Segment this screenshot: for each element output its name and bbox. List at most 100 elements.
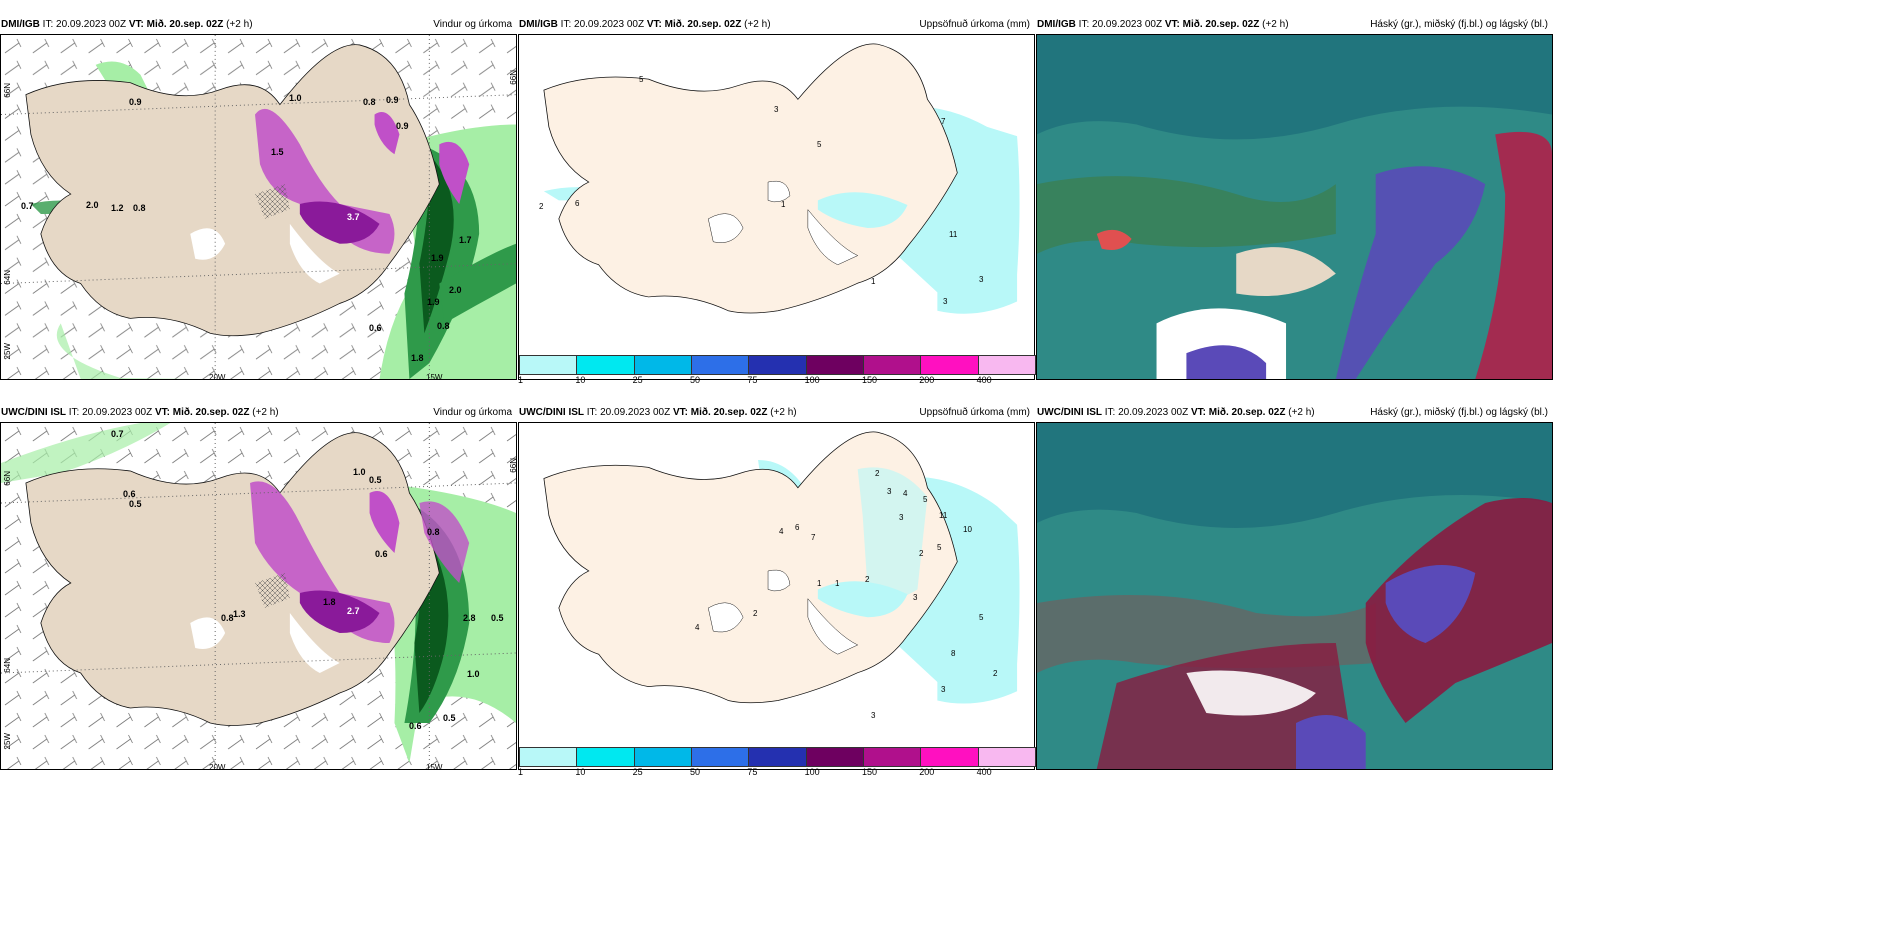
value-label: 3 xyxy=(887,487,892,496)
value-label: 5 xyxy=(817,140,822,149)
colorbar-segment: 200 xyxy=(919,747,978,777)
latitude-label: 64N xyxy=(3,658,12,673)
value-label: 7 xyxy=(941,117,946,126)
forecast-offset: (+2 h) xyxy=(744,18,771,30)
valid-time: VT: Mið. 20.sep. 02Z xyxy=(672,406,768,418)
value-label: 4 xyxy=(903,489,908,498)
cloud-cover-map xyxy=(1037,35,1552,379)
longitude-label: 25W xyxy=(3,733,12,750)
value-label: 0.7 xyxy=(21,201,34,211)
value-label: 1 xyxy=(817,579,822,588)
colorbar-segment: 1 xyxy=(518,355,577,385)
longitude-label: 15W xyxy=(426,373,443,382)
value-label: 2 xyxy=(993,669,998,678)
value-label: 5 xyxy=(979,613,984,622)
latitude-label: 66N xyxy=(3,471,12,486)
value-label: 5 xyxy=(923,495,928,504)
forecast-offset: (+2 h) xyxy=(770,406,797,418)
panel-title: Uppsöfnuð úrkoma (mm) xyxy=(919,18,1030,30)
value-label: 0.8 xyxy=(221,613,234,623)
value-label: 1.7 xyxy=(459,235,472,245)
value-label: 8 xyxy=(951,649,956,658)
value-label: 2.7 xyxy=(347,606,360,616)
value-label: 0.6 xyxy=(409,721,422,731)
latitude-label: 66N xyxy=(509,458,518,473)
value-label: 2 xyxy=(875,469,880,478)
panel-header: DMI/IGB IT: 20.09.2023 00Z VT: Mið. 20.s… xyxy=(1037,15,1552,33)
longitude-label: 20W xyxy=(209,373,226,382)
value-label: 1.9 xyxy=(431,253,444,263)
value-label: 0.5 xyxy=(369,475,382,485)
forecast-offset: (+2 h) xyxy=(1262,18,1289,30)
value-label: 1 xyxy=(835,579,840,588)
latitude-label: 66N xyxy=(509,70,518,85)
value-label: 0.6 xyxy=(123,489,136,499)
value-label: 3 xyxy=(943,297,948,306)
colorbar-segment: 150 xyxy=(862,355,921,385)
panel-uwc-precip: UWC/DINI ISL IT: 20.09.2023 00Z VT: Mið.… xyxy=(518,407,1036,777)
value-label: 1.9 xyxy=(427,297,440,307)
value-label: 0.8 xyxy=(133,203,146,213)
value-label: 4 xyxy=(779,527,784,536)
panel-title: Háský (gr.), miðský (fj.bl.) og lágský (… xyxy=(1370,406,1548,418)
value-label: 7 xyxy=(811,533,816,542)
value-label: 2 xyxy=(539,202,544,211)
panel-uwc-wind: UWC/DINI ISL IT: 20.09.2023 00Z VT: Mið.… xyxy=(0,407,518,772)
init-time: IT: 20.09.2023 00Z xyxy=(586,406,671,418)
panel-title: Háský (gr.), miðský (fj.bl.) og lágský (… xyxy=(1370,18,1548,30)
model-name: DMI/IGB xyxy=(519,18,558,30)
colorbar-segment: 50 xyxy=(690,747,749,777)
value-label: 0.9 xyxy=(129,97,142,107)
forecast-offset: (+2 h) xyxy=(1288,406,1315,418)
colorbar-segment: 75 xyxy=(747,355,806,385)
longitude-label: 15W xyxy=(426,763,443,772)
value-label: 0.8 xyxy=(363,97,376,107)
value-label: 1 xyxy=(871,277,876,286)
valid-time: VT: Mið. 20.sep. 02Z xyxy=(154,406,250,418)
value-label: 1.0 xyxy=(353,467,366,477)
value-label: 0.5 xyxy=(443,713,456,723)
colorbar-segment: 10 xyxy=(575,747,634,777)
panel-title: Vindur og úrkoma xyxy=(433,406,512,418)
value-label: 1.3 xyxy=(233,609,246,619)
colorbar-segment: 1 xyxy=(518,747,577,777)
value-label: 1.8 xyxy=(323,597,336,607)
panel-header: UWC/DINI ISL IT: 20.09.2023 00Z VT: Mið.… xyxy=(1037,403,1552,421)
longitude-label: 25W xyxy=(3,343,12,360)
colorbar-segment: 75 xyxy=(747,747,806,777)
value-label: 0.5 xyxy=(491,613,504,623)
value-label: 0.8 xyxy=(437,321,450,331)
accumulated-precip-map xyxy=(543,431,1020,704)
value-label: 2.8 xyxy=(463,613,476,623)
latitude-label: 64N xyxy=(3,270,12,285)
value-label: 2 xyxy=(865,575,870,584)
colorbar-segment: 400 xyxy=(977,747,1036,777)
colorbar-segment: 100 xyxy=(805,747,863,777)
cloud-cover-map xyxy=(1037,423,1552,769)
colorbar-segment: 50 xyxy=(690,355,749,385)
panel-dmi-wind: DMI/IGB IT: 20.09.2023 00Z VT: Mið. 20.s… xyxy=(0,19,518,382)
value-label: 1.0 xyxy=(289,93,302,103)
value-label: 3.7 xyxy=(347,212,360,222)
value-label: 0.9 xyxy=(386,95,399,105)
value-label: 3 xyxy=(979,275,984,284)
panel-title: Uppsöfnuð úrkoma (mm) xyxy=(919,406,1030,418)
init-time: IT: 20.09.2023 00Z xyxy=(68,406,153,418)
colorbar-segment: 100 xyxy=(805,355,863,385)
init-time: IT: 20.09.2023 00Z xyxy=(560,18,645,30)
init-time: IT: 20.09.2023 00Z xyxy=(42,18,127,30)
value-label: 0.6 xyxy=(375,549,388,559)
colorbar-segment: 400 xyxy=(977,355,1036,385)
colorbar-segment: 10 xyxy=(575,355,634,385)
value-label: 1 xyxy=(781,200,786,209)
value-label: 2 xyxy=(919,549,924,558)
precip-colorbar: 1 10 25 50 75 100 150 200 400 xyxy=(518,355,1036,385)
value-label: 6 xyxy=(795,523,800,532)
forecast-offset: (+2 h) xyxy=(252,406,279,418)
precip-colorbar: 1 10 25 50 75 100 150 200 400 xyxy=(518,747,1036,777)
panel-dmi-cloud: DMI/IGB IT: 20.09.2023 00Z VT: Mið. 20.s… xyxy=(1036,19,1553,380)
model-name: DMI/IGB xyxy=(1,18,40,30)
valid-time: VT: Mið. 20.sep. 02Z xyxy=(1164,18,1260,30)
colorbar-segment: 25 xyxy=(633,747,691,777)
value-label: 1.8 xyxy=(411,353,424,363)
